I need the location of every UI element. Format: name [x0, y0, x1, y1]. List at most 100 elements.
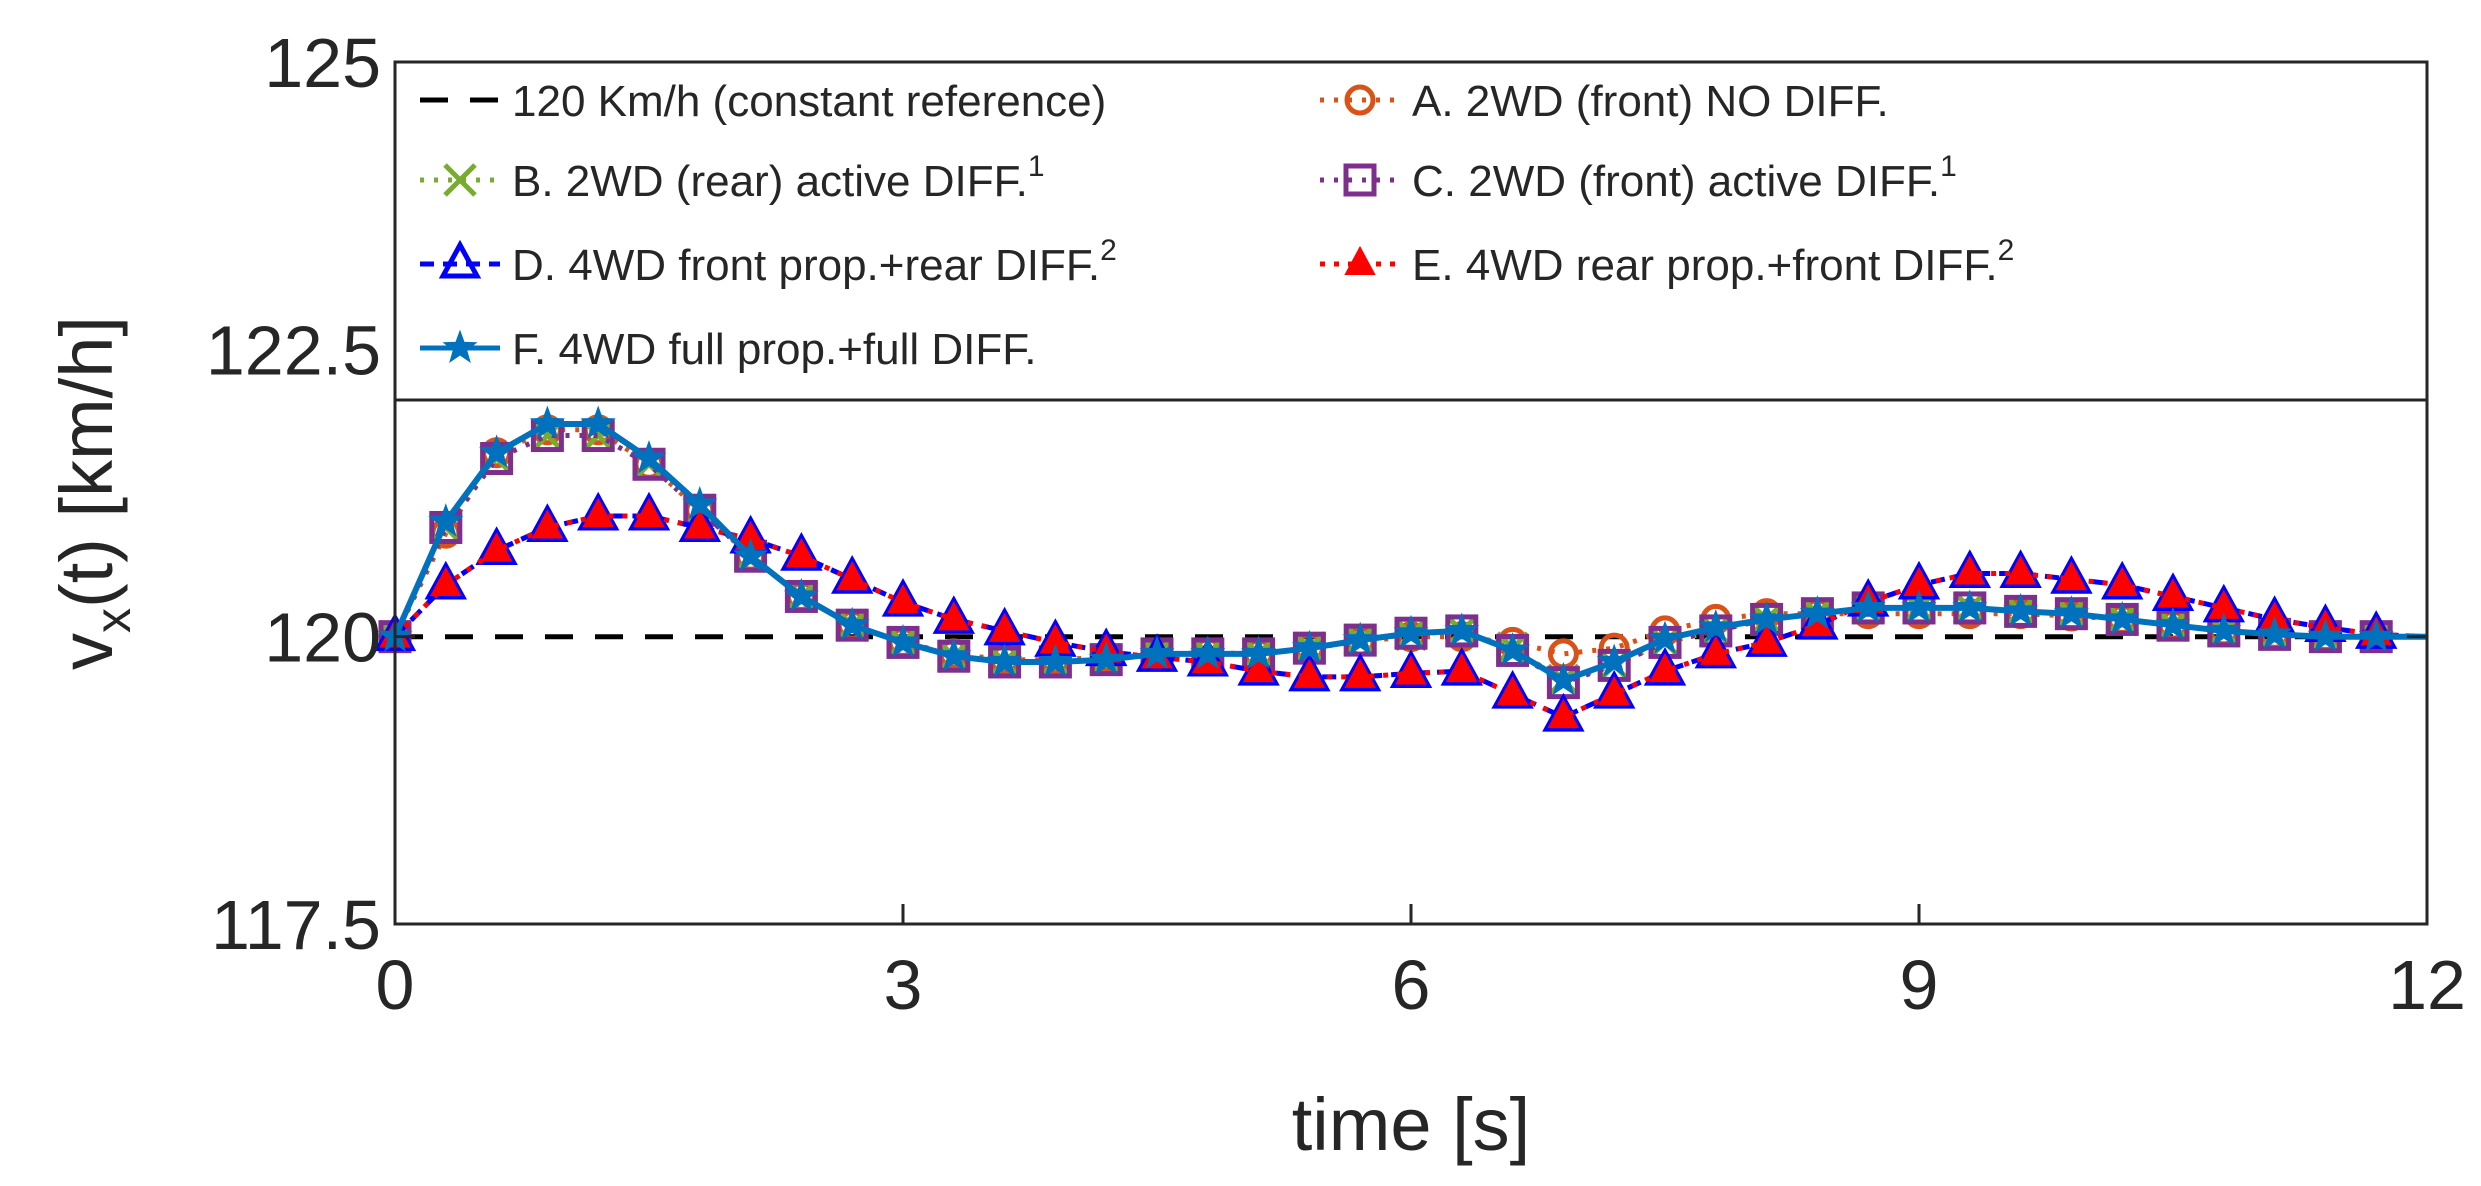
data-point: [1190, 635, 1226, 669]
data-point: [1647, 620, 1683, 654]
data-point: [2100, 560, 2144, 600]
data-point: [1291, 629, 1327, 664]
y-axis-title-subscript: x: [85, 608, 141, 633]
data-point: [1037, 643, 1073, 677]
data-point: [1999, 549, 2042, 588]
data-point: [2106, 566, 2138, 596]
legend-swatch-marker: [1343, 163, 1377, 197]
data-point: [988, 612, 1021, 642]
data-point: [885, 623, 921, 658]
legend-label-superscript: 1: [1028, 150, 1045, 183]
data-point: [1444, 612, 1480, 646]
data-point: [1186, 637, 1230, 677]
y-axis-title-unit: (t) [km/h]: [45, 316, 128, 608]
x-tick-label: 0: [376, 946, 415, 1024]
x-tick-label: 12: [2388, 946, 2466, 1024]
data-point: [2155, 606, 2191, 641]
data-point: [785, 538, 818, 568]
legend-label-text: 120 Km/h (constant reference): [512, 77, 1106, 126]
legend-swatch-marker: [438, 239, 482, 279]
data-point: [684, 509, 716, 539]
data-point: [1948, 549, 1992, 588]
data-point: [682, 486, 718, 520]
data-point: [2050, 555, 2093, 594]
legend-entry-b: B. 2WD (rear) active DIFF.1: [420, 150, 1045, 206]
data-point: [428, 503, 464, 537]
data-point: [1750, 624, 1783, 654]
data-point: [2053, 595, 2089, 629]
data-point: [1342, 621, 1378, 656]
legend-label: C. 2WD (front) active DIFF.1: [1412, 150, 1957, 206]
data-point: [1495, 632, 1531, 666]
data-point: [1901, 589, 1937, 623]
legend-swatch-marker: [1344, 84, 1376, 116]
legend-box: [393, 60, 2429, 402]
data-point: [1288, 652, 1331, 692]
data-point: [783, 577, 819, 612]
data-point: [1344, 658, 1376, 688]
legend-label-superscript: 2: [1998, 234, 2015, 267]
legend-label-superscript: 1: [1940, 150, 1957, 183]
data-point: [1446, 653, 1478, 683]
legend-entry-reference: 120 Km/h (constant reference): [420, 77, 1106, 126]
legend-entry-f: F. 4WD full prop.+full DIFF.: [420, 325, 1036, 374]
legend-label-text: C. 2WD (front) active DIFF.: [1412, 157, 1940, 206]
legend-label: B. 2WD (rear) active DIFF.1: [512, 150, 1045, 206]
data-point: [1749, 600, 1785, 635]
legend-entry-d: D. 4WD front prop.+rear DIFF.2: [420, 234, 1117, 290]
data-point: [830, 555, 874, 594]
x-axis-title: time [s]: [1292, 1083, 1530, 1166]
data-point: [678, 503, 722, 542]
data-point: [1393, 614, 1429, 649]
legend: 120 Km/h (constant reference) A. 2WD (fro…: [393, 60, 2429, 402]
data-point: [1545, 661, 1581, 696]
data-point: [576, 491, 620, 531]
data-point: [2206, 612, 2242, 646]
x-tick-label: 3: [884, 946, 923, 1024]
data-point: [987, 643, 1023, 677]
data-point: [1745, 618, 1788, 657]
y-axis-title: vx(t) [km/h]: [45, 316, 141, 670]
data-point: [881, 577, 925, 617]
y-tick-label: 125: [264, 24, 381, 102]
data-point: [529, 405, 565, 439]
data-point: [1547, 699, 1580, 729]
data-point: [1952, 589, 1988, 623]
data-point: [2004, 555, 2037, 585]
legend-label: A. 2WD (front) NO DIFF.: [1412, 77, 1889, 126]
legend-swatch-marker: [442, 329, 478, 363]
legend-label-text: F. 4WD full prop.+full DIFF.: [512, 325, 1036, 374]
y-tick-label: 120: [264, 599, 381, 677]
data-point: [1338, 652, 1382, 692]
y-axis-title-main: v: [45, 633, 128, 670]
data-point: [1799, 595, 1835, 629]
data-point: [1293, 658, 1326, 688]
legend-label-text: B. 2WD (rear) active DIFF.: [512, 157, 1028, 206]
data-point: [2104, 600, 2140, 635]
data-point: [1649, 653, 1681, 683]
legend-swatch-marker: [443, 163, 477, 197]
legend-label: D. 4WD front prop.+rear DIFF.2: [512, 234, 1117, 290]
data-point: [580, 405, 616, 439]
data-point: [1237, 646, 1280, 686]
data-point: [430, 566, 462, 596]
legend-label-superscript: 2: [1100, 234, 1117, 267]
data-point: [1598, 676, 1630, 706]
data-point: [424, 560, 468, 600]
axis-labels: time [s] vx(t) [km/h]: [45, 316, 1530, 1166]
legend-label-text: E. 4WD rear prop.+front DIFF.: [1412, 241, 1998, 290]
x-tick-label: 9: [1900, 946, 1939, 1024]
data-point: [1440, 646, 1484, 686]
data-point: [633, 497, 665, 527]
data-point: [1496, 676, 1529, 706]
data-point: [479, 434, 515, 468]
data-point: [1389, 649, 1433, 688]
data-point: [627, 491, 671, 531]
data-point: [780, 532, 823, 571]
data-point: [1139, 635, 1175, 669]
data-point: [938, 601, 970, 631]
data-point: [582, 497, 614, 527]
data-point: [1700, 635, 1732, 665]
